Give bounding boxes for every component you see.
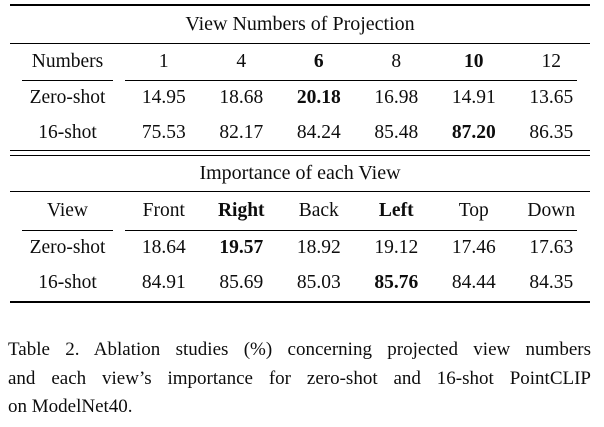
value-cell: 19.12 xyxy=(374,236,419,258)
row-header-label: View xyxy=(46,200,89,221)
table-view-importance: Importance of each View View Front Right… xyxy=(10,156,590,303)
value-cell: 17.46 xyxy=(451,236,496,258)
value-cell: 85.76 xyxy=(374,272,419,293)
table-title-row: View Numbers of Projection xyxy=(10,6,590,43)
value-cell: 19.57 xyxy=(219,236,264,258)
column-header: 10 xyxy=(464,51,484,72)
column-header: 6 xyxy=(313,51,324,72)
mid-rule-values xyxy=(125,80,577,81)
value-cell: 18.68 xyxy=(219,86,264,108)
value-cell: 18.92 xyxy=(296,236,341,258)
table-caption: Table 2. Ablation studies (%) concerning… xyxy=(8,336,591,422)
value-cell: 85.69 xyxy=(219,272,264,293)
value-cell: 84.91 xyxy=(141,272,186,293)
value-cell: 87.20 xyxy=(451,121,496,143)
value-cell: 84.35 xyxy=(529,272,574,293)
caption-line: and each view’s importance for zero-shot… xyxy=(8,367,591,389)
table-title-row: Importance of each View xyxy=(10,156,590,191)
row-label: 16-shot xyxy=(38,121,97,143)
table-row: Zero-shot 18.64 19.57 18.92 19.12 17.46 … xyxy=(10,230,590,265)
caption-line: Table 2. Ablation studies (%) concerning… xyxy=(8,339,591,360)
value-cell: 17.63 xyxy=(529,236,574,258)
mid-rule-values xyxy=(125,230,577,231)
column-header: Front xyxy=(142,200,185,221)
rule-bottom xyxy=(10,301,590,303)
table-title: Importance of each View xyxy=(199,162,401,184)
value-cell: 75.53 xyxy=(141,121,186,143)
table-title: View Numbers of Projection xyxy=(185,13,415,35)
row-label: Zero-shot xyxy=(29,236,106,258)
value-cell: 20.18 xyxy=(296,86,341,108)
table-row: 16-shot 75.53 82.17 84.24 85.48 87.20 86… xyxy=(10,115,590,150)
column-header: Left xyxy=(378,200,414,221)
paper-table-figure: View Numbers of Projection Numbers 1 4 6… xyxy=(0,4,604,427)
column-header: Top xyxy=(458,200,489,221)
value-cell: 16.98 xyxy=(374,86,419,108)
column-header: Right xyxy=(217,200,265,221)
ablation-tables: View Numbers of Projection Numbers 1 4 6… xyxy=(10,4,590,303)
row-label: 16-shot xyxy=(38,272,97,293)
column-header: 8 xyxy=(391,51,402,72)
value-cell: 82.17 xyxy=(219,121,264,143)
column-header: 1 xyxy=(158,51,169,72)
mid-rule-label xyxy=(22,230,113,231)
value-cell: 13.65 xyxy=(529,86,574,108)
value-cell: 14.91 xyxy=(451,86,496,108)
row-label: Zero-shot xyxy=(29,86,106,108)
table-header-row: View Front Right Back Left Top Down xyxy=(10,192,590,230)
value-cell: 85.48 xyxy=(374,121,419,143)
caption-line: on ModelNet40. xyxy=(8,396,133,417)
row-header-label: Numbers xyxy=(31,51,104,72)
table-header-row: Numbers 1 4 6 8 10 12 xyxy=(10,44,590,80)
value-cell: 84.24 xyxy=(296,121,341,143)
column-header: Back xyxy=(298,200,339,221)
table-row: 16-shot 84.91 85.69 85.03 85.76 84.44 84… xyxy=(10,265,590,301)
value-cell: 14.95 xyxy=(141,86,186,108)
value-cell: 84.44 xyxy=(451,272,496,293)
mid-rule-label xyxy=(22,80,113,81)
rule-top xyxy=(10,4,590,6)
value-cell: 18.64 xyxy=(141,236,186,258)
double-rule-separator xyxy=(10,150,590,156)
table-row: Zero-shot 14.95 18.68 20.18 16.98 14.91 … xyxy=(10,80,590,115)
column-header: 12 xyxy=(541,51,562,72)
column-header: 4 xyxy=(236,51,247,72)
rule-under-title xyxy=(10,191,590,192)
table-view-numbers: View Numbers of Projection Numbers 1 4 6… xyxy=(10,4,590,150)
rule-under-title xyxy=(10,43,590,44)
value-cell: 86.35 xyxy=(529,121,574,143)
column-header: Down xyxy=(527,200,576,221)
value-cell: 85.03 xyxy=(296,272,341,293)
